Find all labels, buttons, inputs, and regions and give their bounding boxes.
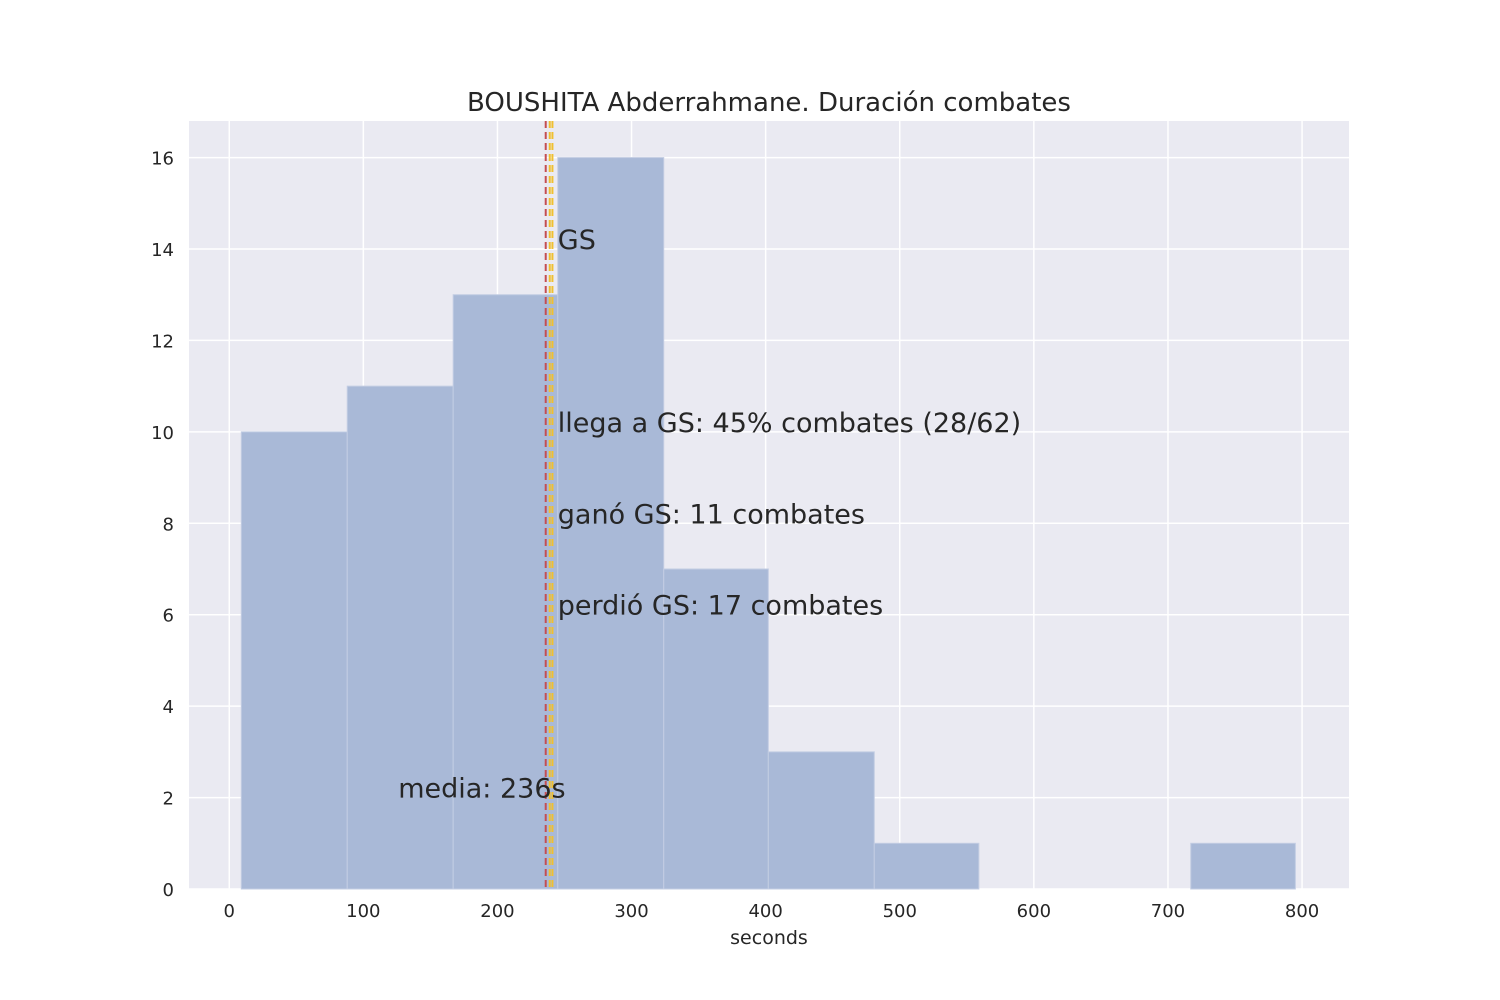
annotation-4: media: 236s (398, 774, 565, 805)
chart-title: BOUSHITA Abderrahmane. Duración combates (467, 88, 1071, 118)
annotation-3: perdió GS: 17 combates (558, 591, 883, 622)
annotation-1: llega a GS: 45% combates (28/62) (558, 408, 1021, 439)
tick-labels: 0 100 200 300 400 500 600 700 800 0 2 4 6 8 10 12 14 16 (151, 149, 1319, 922)
y-tick-label-8: 16 (151, 149, 174, 170)
x-axis-label: seconds (730, 927, 808, 949)
x-tick-label-8: 800 (1285, 901, 1319, 922)
annotations: GS llega a GS: 45% combates (28/62) ganó G… (398, 225, 1021, 805)
histogram-bar-4 (663, 568, 769, 890)
y-tick-label-6: 12 (151, 331, 174, 352)
x-tick-label-6: 600 (1017, 901, 1051, 922)
y-tick-label-2: 4 (163, 697, 174, 718)
reference-lines (544, 121, 554, 889)
x-tick-label-0: 0 (224, 901, 235, 922)
y-tick-label-3: 6 (163, 606, 174, 627)
histogram-bar-3 (557, 157, 665, 890)
y-tick-label-7: 14 (151, 240, 174, 261)
histogram-bars (240, 157, 1296, 890)
annotation-0: GS (558, 225, 596, 256)
histogram-bar-9 (1190, 842, 1296, 890)
histogram-bar-2 (452, 294, 559, 890)
histogram-bar-1 (346, 385, 454, 890)
x-tick-label-1: 100 (346, 901, 380, 922)
y-tick-label-5: 10 (151, 423, 174, 444)
y-tick-label-1: 2 (163, 789, 174, 810)
histogram-bar-5 (767, 751, 875, 890)
x-tick-label-2: 200 (480, 901, 514, 922)
annotation-2: ganó GS: 11 combates (558, 499, 865, 530)
x-tick-label-5: 500 (883, 901, 917, 922)
histogram-bar-0 (240, 431, 348, 890)
x-tick-label-3: 300 (614, 901, 648, 922)
y-tick-label-0: 0 (163, 880, 174, 901)
histogram-bar-6 (873, 842, 980, 890)
y-tick-label-4: 8 (163, 514, 174, 535)
x-tick-label-7: 700 (1151, 901, 1185, 922)
x-tick-label-4: 400 (748, 901, 782, 922)
